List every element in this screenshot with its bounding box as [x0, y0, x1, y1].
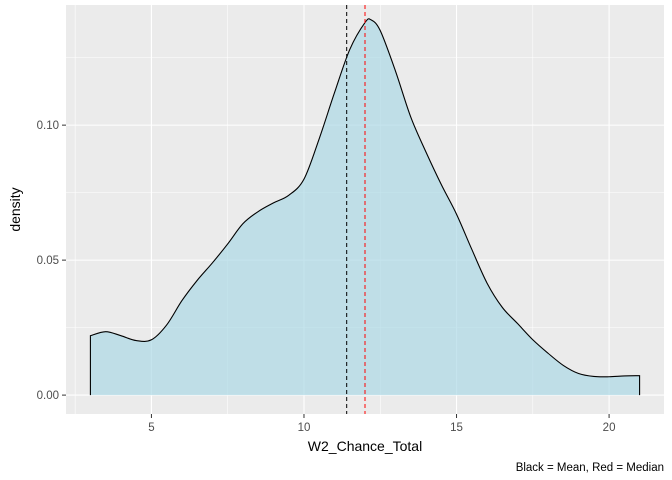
x-tick-label: 15 [450, 422, 463, 434]
y-tick-label: 0.05 [37, 255, 59, 267]
y-tick-label: 0.10 [37, 120, 59, 132]
chart-caption: Black = Mean, Red = Median [516, 462, 664, 474]
x-tick-label: 20 [603, 422, 616, 434]
density-area-fill [90, 18, 640, 396]
density-curve-line [89, 18, 641, 396]
x-axis-ticks: 5 10 15 20 [148, 414, 615, 434]
x-tick-label: 5 [148, 422, 154, 434]
x-tick-label: 10 [298, 422, 311, 434]
x-axis-title: W2_Chance_Total [308, 438, 422, 454]
y-axis-ticks: 0.00 0.05 0.10 [37, 120, 66, 402]
y-tick-label: 0.00 [37, 390, 59, 402]
y-axis-title: density [7, 187, 23, 231]
